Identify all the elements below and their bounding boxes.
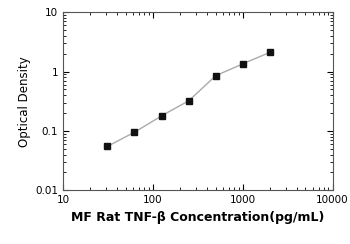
X-axis label: MF Rat TNF-β Concentration(pg/mL): MF Rat TNF-β Concentration(pg/mL) [71,211,324,224]
Y-axis label: Optical Density: Optical Density [18,56,31,147]
